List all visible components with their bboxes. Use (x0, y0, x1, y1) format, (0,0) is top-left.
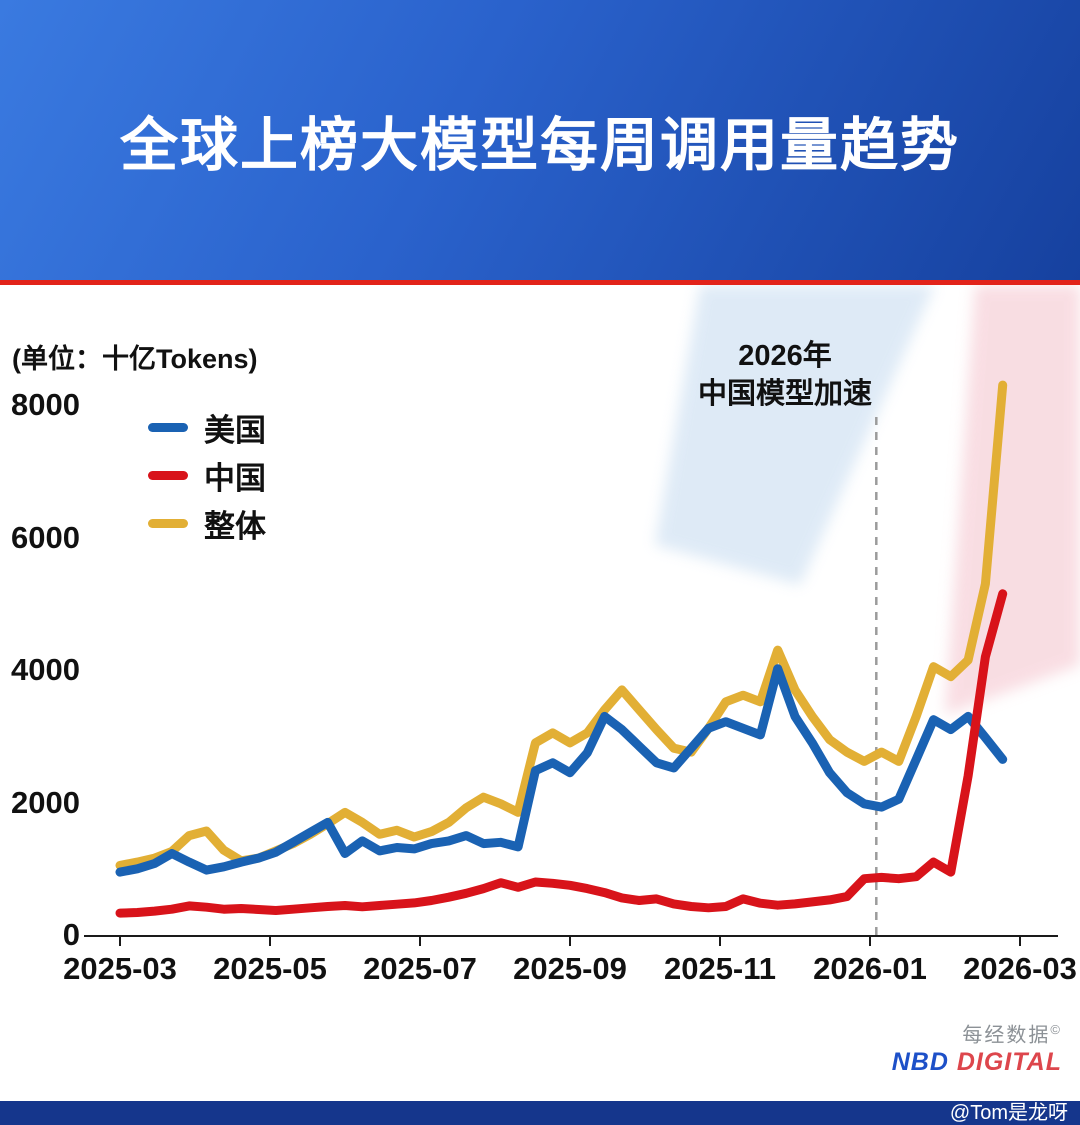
legend-label-us: 美国 (204, 412, 266, 448)
line-us (115, 664, 1008, 877)
annotation-text: 2026年 中国模型加速 (655, 337, 915, 413)
y-tick-label: 8000 (11, 387, 80, 422)
legend-label-china: 中国 (204, 460, 266, 496)
legend-label-overall: 整体 (204, 508, 266, 544)
author-handle: @Tom是龙呀 (949, 1102, 1068, 1124)
brand-digital: DIGITAL (956, 1047, 1062, 1076)
annotation-line2: 中国模型加速 (697, 378, 872, 410)
y-tick-label: 2000 (11, 784, 80, 820)
china-line-swatch (148, 470, 188, 480)
unit-label: (单位：十亿Tokens) (12, 344, 258, 374)
x-tick-label: 2025-05 (213, 951, 327, 986)
chart-area: (单位：十亿Tokens) 美国 中国 整体 2026年 中国模型加速 每经数据… (0, 285, 1080, 1103)
y-tick-label: 6000 (11, 519, 80, 555)
chart-legend: 美国 中国 整体 (148, 403, 266, 547)
overall-line-swatch (148, 518, 188, 528)
us-line-swatch (148, 422, 188, 432)
x-tick-label: 2025-09 (513, 951, 627, 986)
x-tick-label: 2025-07 (363, 951, 477, 986)
line-china (115, 589, 1008, 918)
x-tick-label: 2026-01 (813, 951, 927, 986)
brand-nbd: NBD (891, 1047, 949, 1076)
blue-ribbon (655, 285, 935, 585)
x-tick-label: 2025-11 (663, 951, 777, 986)
y-tick-label: 0 (62, 917, 80, 952)
page-title: 全球上榜大模型每周调用量趋势 (119, 113, 960, 178)
legend-item-overall: 整体 (148, 499, 266, 547)
header-banner: 全球上榜大模型每周调用量趋势 (0, 0, 1080, 280)
footer-bar: @Tom是龙呀 (0, 1101, 1080, 1125)
x-tick-label: 2025-03 (63, 951, 177, 986)
copyright-mark: © (1050, 1022, 1062, 1037)
header-red-divider (0, 280, 1080, 285)
legend-item-china: 中国 (148, 451, 266, 499)
source-name: 每经数据© (962, 1022, 1062, 1047)
y-tick-label: 4000 (11, 652, 80, 687)
legend-item-us: 美国 (148, 403, 266, 451)
annotation-line1: 2026年 (738, 340, 832, 372)
brand-logo: NBD DIGITAL (892, 1049, 1062, 1075)
x-tick-label: 2026-03 (963, 951, 1077, 986)
source-watermark: 每经数据© NBD DIGITAL (892, 1017, 1062, 1075)
line-chart (84, 380, 1058, 946)
